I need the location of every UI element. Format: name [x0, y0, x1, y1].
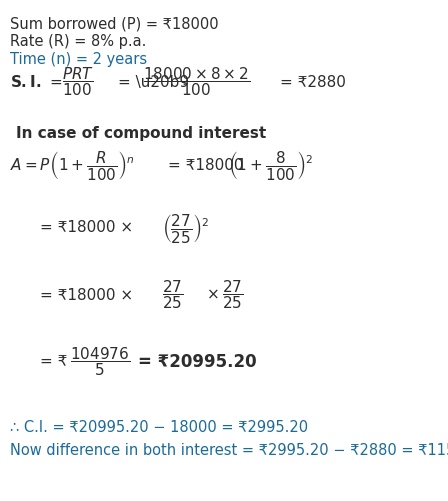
Text: $\dfrac{27}{25}$: $\dfrac{27}{25}$ [162, 279, 183, 312]
Text: $\dfrac{27}{25}$: $\dfrac{27}{25}$ [222, 279, 243, 312]
Text: = ₹20995.20: = ₹20995.20 [138, 353, 257, 371]
Text: Now difference in both interest = ₹2995.20 − ₹2880 = ₹115.20: Now difference in both interest = ₹2995.… [10, 443, 448, 458]
Text: ∴ C.I. = ₹20995.20 − 18000 = ₹2995.20: ∴ C.I. = ₹20995.20 − 18000 = ₹2995.20 [10, 420, 308, 435]
Text: $\dfrac{104976}{5}$: $\dfrac{104976}{5}$ [70, 346, 130, 378]
Text: $\left(\dfrac{27}{25}\right)^{2}$: $\left(\dfrac{27}{25}\right)^{2}$ [162, 211, 209, 244]
Text: $A = P\left(1+\dfrac{R}{100}\right)^{n}$: $A = P\left(1+\dfrac{R}{100}\right)^{n}$ [10, 148, 135, 181]
Text: Sum borrowed (P) = ₹18000: Sum borrowed (P) = ₹18000 [10, 16, 219, 31]
Text: = \u20b9: = \u20b9 [118, 75, 189, 90]
Text: = ₹2880: = ₹2880 [280, 75, 346, 90]
Text: $\left(1+\dfrac{8}{100}\right)^{2}$: $\left(1+\dfrac{8}{100}\right)^{2}$ [228, 148, 313, 181]
Text: ×: × [207, 288, 220, 303]
Text: = ₹18000: = ₹18000 [168, 157, 244, 172]
Text: Rate (R) = 8% p.a.: Rate (R) = 8% p.a. [10, 34, 146, 49]
Text: = ₹18000 ×: = ₹18000 × [40, 220, 133, 235]
Text: $\dfrac{PRT}{100}$: $\dfrac{PRT}{100}$ [62, 66, 94, 98]
Text: = ₹18000 ×: = ₹18000 × [40, 288, 133, 303]
Text: $\dfrac{18000\times8\times2}{100}$: $\dfrac{18000\times8\times2}{100}$ [143, 66, 250, 98]
Text: In case of compound interest: In case of compound interest [16, 126, 266, 141]
Text: $\bf{S.I.}$ =: $\bf{S.I.}$ = [10, 74, 62, 90]
Text: Time (n) = 2 years: Time (n) = 2 years [10, 52, 147, 67]
Text: = ₹: = ₹ [40, 355, 67, 370]
